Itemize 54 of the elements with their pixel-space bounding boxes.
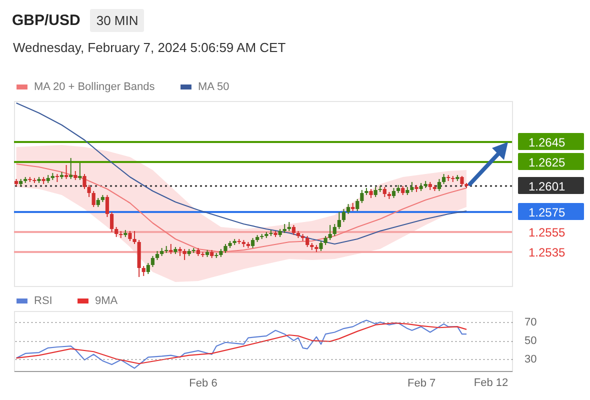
candlestick — [110, 212, 114, 232]
candlestick — [460, 176, 464, 186]
line-series — [16, 102, 468, 245]
candlestick — [128, 230, 132, 242]
candlestick — [437, 178, 442, 192]
candlestick — [169, 244, 173, 254]
y-tick-label: 1.2575 — [528, 206, 566, 220]
candlestick — [150, 256, 155, 268]
y-tick-label: 1.2535 — [528, 246, 566, 260]
candlestick — [374, 186, 378, 198]
y-tick-label: 70 — [524, 316, 537, 329]
y-tick-label: 30 — [524, 354, 537, 366]
candlestick — [105, 194, 110, 218]
candlestick — [142, 266, 146, 276]
x-tick-label: Feb 6 — [189, 378, 218, 390]
y-tick-label: 50 — [524, 335, 537, 348]
candlestick — [392, 188, 396, 198]
legend-label: MA 50 — [198, 81, 230, 93]
candlestick — [182, 248, 186, 260]
candlestick — [306, 236, 310, 248]
candlestick — [92, 190, 96, 208]
candlestick — [132, 230, 136, 244]
candlestick — [69, 158, 73, 180]
candlestick — [250, 238, 255, 248]
legend-label: RSI — [34, 295, 52, 307]
y-tick-label: 1.2555 — [528, 226, 566, 240]
candlestick — [360, 190, 364, 204]
candlestick — [78, 162, 82, 180]
candlestick — [410, 182, 414, 192]
candlestick — [114, 226, 118, 238]
candlestick — [346, 204, 350, 214]
candlestick — [64, 164, 68, 180]
candlestick — [146, 262, 150, 274]
y-tick-label: 1.2625 — [528, 156, 566, 170]
candlestick — [342, 208, 346, 222]
text: Feb 12 — [474, 377, 508, 389]
x-tick-label: Feb 7 — [407, 378, 436, 390]
candlestick — [337, 212, 341, 230]
candlestick — [292, 224, 296, 236]
candlestick — [82, 174, 86, 190]
candlestick — [356, 198, 360, 212]
text: Wednesday, February 7, 2024 5:06:59 AM CET — [13, 40, 286, 55]
candlestick — [382, 186, 386, 198]
candlestick — [442, 174, 446, 184]
candlestick — [328, 224, 332, 240]
candlestick — [87, 184, 91, 198]
y-tick-label: 1.2601 — [528, 180, 566, 194]
candlestick — [319, 240, 323, 252]
legend-label: MA 20 + Bollinger Bands — [34, 81, 156, 93]
candlestick — [332, 224, 336, 236]
y-tick-label: 1.2645 — [528, 136, 566, 150]
legend-label: 9MA — [95, 295, 118, 307]
chart-subtitle: 30 MIN — [90, 8, 144, 32]
chart-title: GBP/USD — [12, 12, 80, 28]
